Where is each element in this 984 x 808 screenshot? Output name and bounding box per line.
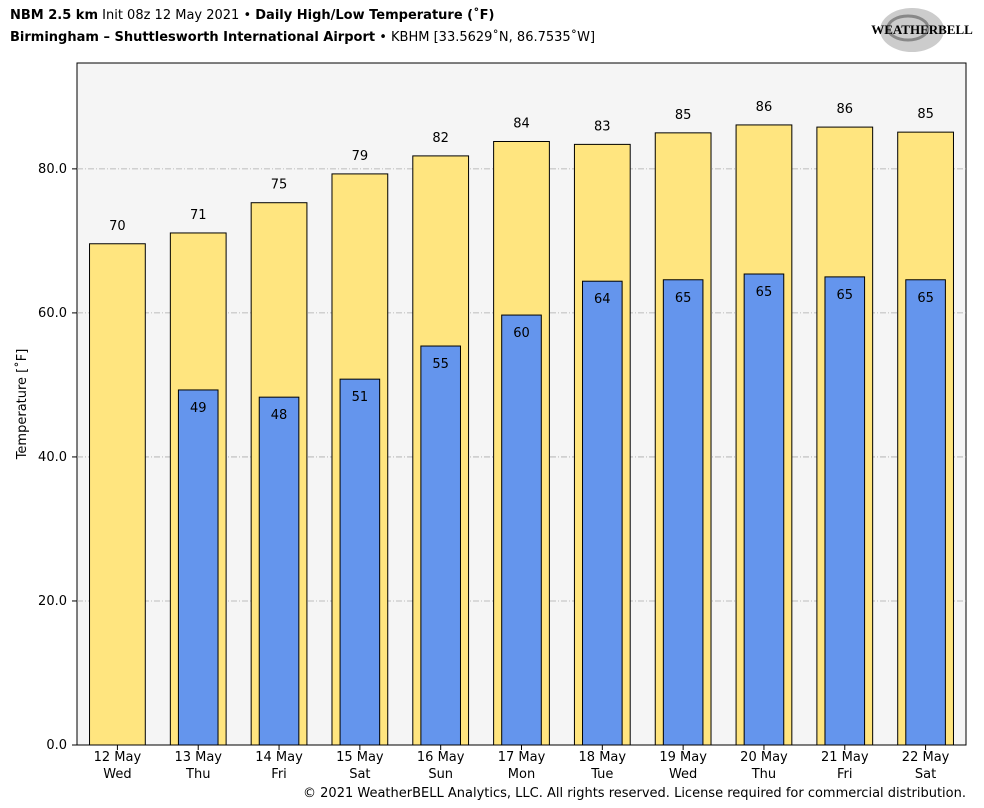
y-tick-label: 80.0: [38, 162, 67, 177]
data-label: 65: [917, 291, 934, 306]
x-tick-label: 21 May: [821, 750, 869, 765]
bar: [743, 273, 785, 746]
data-label: 82: [432, 131, 449, 146]
subtitle-station: KBHM [33.5629˚N, 86.7535˚W]: [391, 29, 595, 45]
bar: [582, 280, 623, 746]
credit: © 2021 WeatherBELL Analytics, LLC. All r…: [303, 786, 966, 801]
y-tick-label: 0.0: [46, 738, 67, 753]
data-label: 86: [756, 100, 773, 115]
data-label: 55: [432, 357, 449, 372]
x-tick-label: 13 May: [174, 750, 222, 765]
bar: [339, 378, 381, 746]
data-label: 51: [352, 390, 369, 405]
title-model: NBM 2.5 km: [10, 8, 98, 23]
x-tick-weekday: Fri: [837, 767, 853, 782]
subtitle-location: Birmingham – Shuttlesworth International…: [10, 30, 375, 45]
x-tick-weekday: Tue: [590, 767, 613, 782]
data-label: 48: [271, 408, 288, 423]
title-product: Daily High/Low Temperature (˚F): [255, 7, 494, 23]
data-label: 65: [675, 291, 692, 306]
x-tick-label: 15 May: [336, 750, 384, 765]
data-label: 83: [594, 119, 611, 134]
x-tick-label: 16 May: [417, 750, 465, 765]
bar: [89, 243, 146, 746]
logo-swirl: [886, 14, 930, 42]
bar: [905, 279, 946, 746]
data-label: 75: [271, 178, 288, 193]
y-axis-label: Temperature [˚F]: [14, 349, 30, 461]
x-tick-label: 12 May: [94, 750, 142, 765]
data-label: 60: [513, 326, 530, 341]
title-init: Init 08z 12 May 2021: [102, 8, 239, 23]
x-tick-weekday: Fri: [271, 767, 287, 782]
data-label: 85: [917, 107, 934, 122]
data-label: 84: [513, 116, 530, 131]
data-label: 70: [109, 219, 126, 234]
data-label: 86: [836, 102, 853, 117]
x-tick-label: 14 May: [255, 750, 303, 765]
x-tick-weekday: Mon: [508, 767, 535, 782]
x-tick-label: 17 May: [498, 750, 546, 765]
x-tick-weekday: Sat: [349, 767, 370, 782]
x-tick-weekday: Sun: [428, 767, 453, 782]
logo: WEATHERBELL: [871, 22, 973, 37]
data-label: 64: [594, 292, 611, 307]
x-tick-label: 20 May: [740, 750, 788, 765]
data-label: 65: [836, 288, 853, 303]
x-tick-label: 18 May: [579, 750, 627, 765]
bar: [177, 389, 219, 746]
y-tick-label: 20.0: [38, 594, 67, 609]
data-label: 85: [675, 108, 692, 123]
bar: [824, 276, 866, 746]
bar: [420, 345, 461, 746]
x-tick-weekday: Thu: [751, 767, 776, 782]
x-tick-weekday: Sat: [915, 767, 936, 782]
x-tick-weekday: Wed: [669, 767, 697, 782]
data-label: 71: [190, 208, 207, 223]
x-tick-label: 19 May: [659, 750, 707, 765]
data-label: 49: [190, 401, 207, 416]
y-tick-label: 60.0: [38, 306, 67, 321]
data-label: 79: [352, 149, 369, 164]
bar: [501, 314, 542, 746]
x-tick-weekday: Wed: [103, 767, 131, 782]
bar: [258, 396, 300, 746]
y-tick-label: 40.0: [38, 450, 67, 465]
chart-subtitle: Birmingham – Shuttlesworth International…: [10, 29, 595, 45]
x-tick-label: 22 May: [902, 750, 950, 765]
bar: [662, 279, 704, 746]
data-label: 65: [756, 285, 773, 300]
x-tick-weekday: Thu: [185, 767, 210, 782]
chart-title: NBM 2.5 km Init 08z 12 May 2021 • Daily …: [10, 7, 494, 23]
